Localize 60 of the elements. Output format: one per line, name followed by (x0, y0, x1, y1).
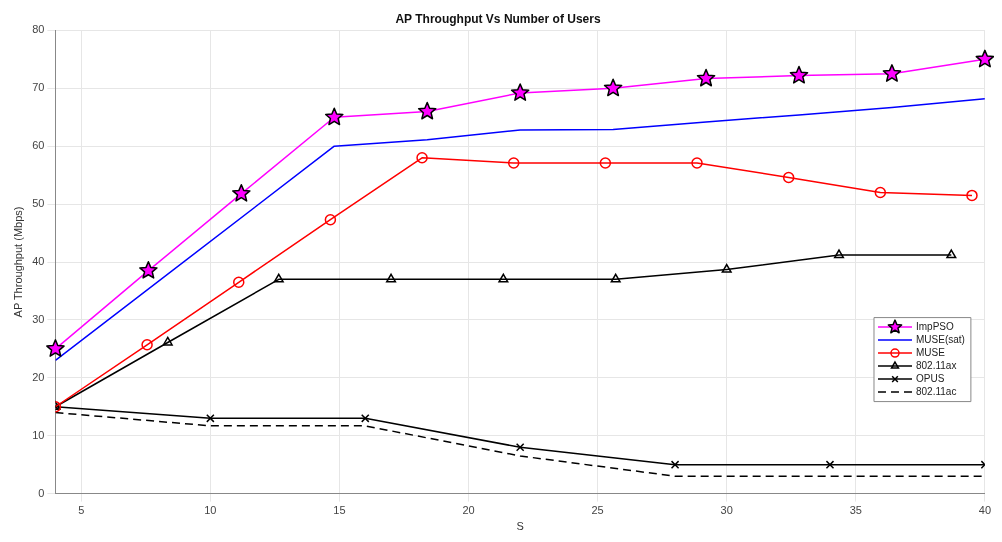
point (882, 64, 902, 82)
point (789, 65, 809, 84)
point (507, 157, 520, 169)
y-tick-label: 20 (32, 370, 45, 383)
legend-label: ImpPSO (915, 320, 954, 332)
point (874, 186, 887, 199)
point (975, 49, 994, 68)
point (833, 249, 845, 259)
x-tick-label: 25 (591, 504, 604, 517)
point (825, 460, 835, 469)
legend-label: MUSE (915, 346, 946, 358)
y-tick-label: 60 (32, 139, 45, 152)
y-tick-label: 40 (32, 255, 45, 268)
point (324, 213, 337, 226)
y-tick-label: 70 (32, 81, 45, 94)
point (946, 249, 957, 259)
point (141, 339, 153, 351)
point (515, 442, 525, 452)
y-tick-label: 50 (32, 197, 45, 210)
x-tick-label: 5 (78, 504, 85, 517)
point (139, 260, 158, 279)
legend-label: MUSE(sat) (915, 333, 965, 345)
point (603, 78, 623, 97)
x-axis-title: S (516, 520, 524, 533)
legend-label: 802.11ac (915, 385, 957, 397)
point (498, 273, 509, 283)
point (417, 101, 437, 120)
x-tick-label: 15 (333, 504, 346, 517)
point (360, 414, 370, 423)
point (206, 414, 215, 423)
point (232, 276, 245, 289)
point (966, 189, 978, 202)
point (510, 83, 530, 101)
point (46, 339, 65, 357)
point (782, 171, 795, 184)
point (162, 336, 173, 346)
x-tick-label: 35 (849, 504, 862, 517)
legend-label: 802.11ax (915, 359, 957, 371)
point (721, 263, 732, 273)
chart-title: AP Throughput Vs Number of Users (395, 11, 601, 26)
legend-label: OPUS (915, 372, 945, 384)
y-tick-label: 0 (38, 486, 45, 499)
x-tick-label: 30 (720, 504, 733, 517)
y-tick-label: 30 (32, 312, 45, 325)
point (599, 157, 612, 169)
point (324, 107, 344, 126)
y-tick-label: 10 (32, 428, 45, 441)
point (232, 183, 251, 202)
point (696, 68, 716, 87)
point (691, 157, 703, 169)
point (670, 460, 680, 469)
point (385, 273, 397, 283)
x-tick-label: 20 (462, 504, 475, 517)
y-tick-label: 80 (32, 23, 45, 36)
y-axis-title: AP Throughput (Mbps) (11, 206, 24, 318)
x-tick-label: 10 (204, 504, 217, 517)
point (273, 273, 284, 283)
point (416, 152, 428, 164)
x-tick-label: 40 (978, 504, 992, 517)
point (610, 273, 621, 283)
